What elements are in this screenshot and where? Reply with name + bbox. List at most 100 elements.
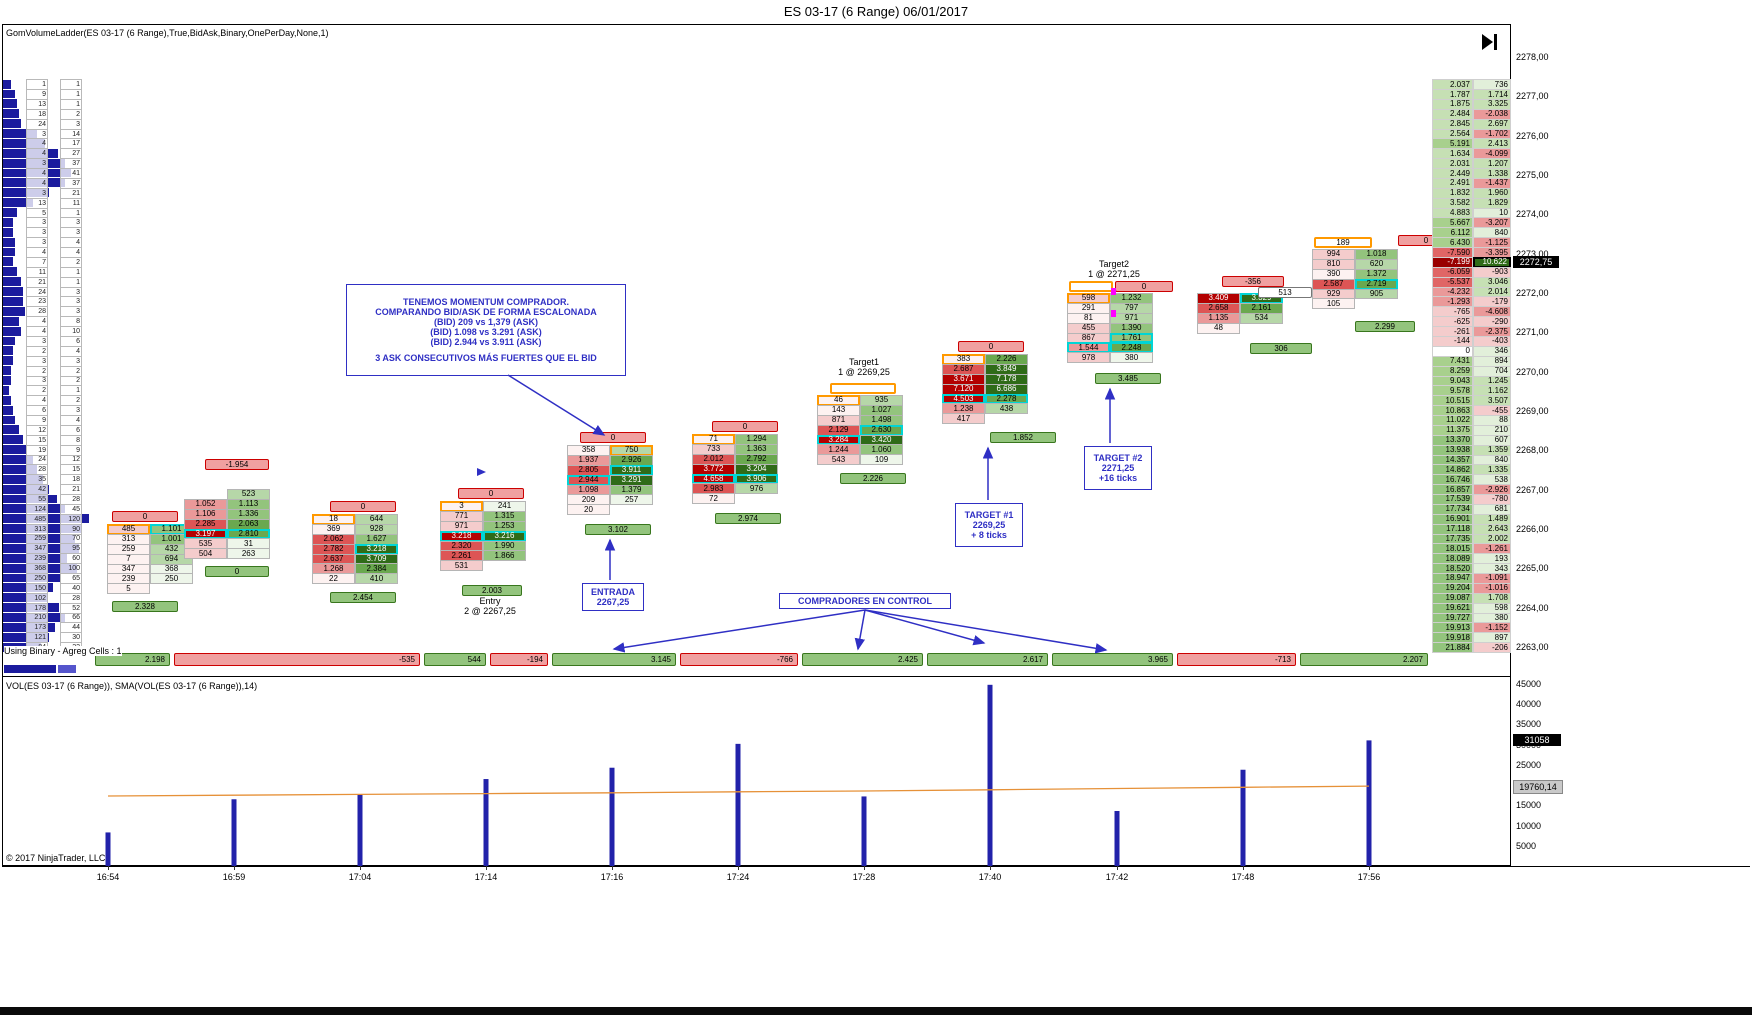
price-axis-label: 2270,00	[1516, 366, 1549, 377]
profile-bar	[3, 405, 13, 415]
profile-bar	[3, 336, 15, 346]
profile-bar	[3, 257, 13, 267]
summary-pill: 2.328	[112, 601, 178, 612]
target2-title: TARGET #2	[1093, 453, 1143, 463]
profile-bar	[3, 593, 47, 603]
momentum-line-6: 3 ASK CONSECUTIVOS MÁS FUERTES QUE EL BI…	[375, 353, 597, 363]
time-axis-line	[2, 866, 1750, 867]
delta-pill: 2.425	[802, 653, 923, 666]
momentum-line-1: TENEMOS MOMENTUM COMPRADOR.	[403, 297, 569, 307]
summary-pill: 0	[330, 501, 396, 512]
target1-label: Target1 1 @ 2269,25	[824, 357, 904, 377]
footprint-ask-cell: 438	[985, 403, 1028, 415]
footprint-bid-cell: 531	[440, 560, 483, 572]
momentum-line-5: (BID) 2.944 vs 3.911 (ASK)	[430, 337, 542, 347]
profile-bar	[3, 109, 19, 119]
target2-box: TARGET #2 2271,25 +16 ticks	[1084, 446, 1152, 490]
profile-bar	[3, 119, 21, 129]
summary-pill: 2.974	[715, 513, 781, 524]
momentum-line-2: COMPARANDO BID/ASK DE FORMA ESCALONADA	[375, 307, 597, 317]
summary-pill: 2.226	[840, 473, 906, 484]
summary-pill: 0	[712, 421, 778, 432]
profile-bar	[3, 198, 33, 208]
profile-bar	[3, 464, 37, 474]
time-axis-label: 16:59	[222, 872, 246, 882]
profile-bar	[3, 277, 21, 287]
current-price-badge: 2272,75	[1513, 256, 1559, 268]
time-axis-label: 17:16	[600, 872, 624, 882]
target1-price: 2269,25	[972, 520, 1006, 530]
profile-bar	[3, 79, 11, 89]
footprint-bid-cell: 20	[567, 504, 610, 516]
time-axis-tick	[108, 866, 109, 870]
compradores-box: COMPRADORES EN CONTROL	[779, 593, 951, 609]
delta-pill: 2.207	[1300, 653, 1428, 666]
profile-bar	[3, 356, 13, 366]
time-axis-label: 17:48	[1231, 872, 1255, 882]
delta-pill: 2.198	[95, 653, 170, 666]
footprint-bid-cell: 22	[312, 573, 355, 585]
volume-badge: 31058	[1513, 734, 1561, 747]
ladder-indicator-label: GomVolumeLadder(ES 03-17 (6 Range),True,…	[6, 28, 329, 38]
bottom-taskbar	[0, 1007, 1752, 1015]
volume-axis-label: 5000	[1516, 840, 1537, 851]
summary-pill: 2.454	[330, 592, 396, 603]
profile-bar	[3, 306, 25, 316]
momentum-line-3: (BID) 209 vs 1,379 (ASK)	[433, 317, 539, 327]
profile-bar	[3, 455, 33, 464]
entrada-price: 2267,25	[596, 597, 630, 607]
summary-pill: 0	[1115, 281, 1173, 292]
profile-bar	[3, 366, 11, 375]
footprint-ask-cell: 976	[735, 483, 778, 495]
time-axis-tick	[234, 866, 235, 870]
profile-bar	[3, 247, 15, 257]
summary-pill: 3.102	[585, 524, 651, 535]
entry-label-line1: Entry	[479, 596, 501, 606]
entrada-box: ENTRADA 2267,25	[582, 583, 644, 611]
summary-pill: 0	[580, 432, 646, 443]
time-axis-label: 17:56	[1357, 872, 1381, 882]
price-axis-label: 2268,00	[1516, 445, 1549, 456]
time-axis-label: 17:14	[474, 872, 498, 882]
momentum-callout: TENEMOS MOMENTUM COMPRADOR. COMPARANDO B…	[346, 284, 626, 376]
go-to-end-icon[interactable]	[1482, 34, 1504, 50]
footprint-bid-cell: 417	[942, 413, 985, 425]
ladder-delta-cell: -206	[1473, 642, 1511, 654]
footprint-bid-cell: 5	[107, 583, 150, 595]
summary-pill: -356	[1222, 276, 1284, 287]
price-axis-label: 2272,00	[1516, 287, 1549, 298]
volume-axis-label: 25000	[1516, 759, 1542, 770]
profile-bar	[3, 435, 23, 445]
binary-label: Using Binary - Agreg Cells : 1	[4, 646, 122, 656]
go-to-end-bar	[1494, 34, 1497, 50]
profile-bar	[3, 89, 15, 99]
entrada-title: ENTRADA	[591, 587, 635, 597]
profile-bar	[3, 267, 17, 277]
target1-label-line2: 1 @ 2269,25	[838, 367, 890, 377]
profile-bar	[3, 376, 11, 385]
profile-bar	[3, 346, 13, 356]
chart-title: ES 03-17 (6 Range) 06/01/2017	[783, 4, 969, 19]
summary-pill: 513	[1258, 287, 1312, 298]
footprint-bid-cell: 105	[1312, 298, 1355, 310]
summary-pill: 0	[112, 511, 178, 522]
price-axis-label: 2271,00	[1516, 327, 1549, 338]
profile-bar	[3, 99, 17, 109]
profile-bar	[3, 129, 37, 138]
price-axis-label: 2276,00	[1516, 130, 1549, 141]
time-axis-label: 17:28	[852, 872, 876, 882]
price-axis-label: 2269,00	[1516, 405, 1549, 416]
footprint-ask-cell: 410	[355, 573, 398, 585]
delta-pill: 3.965	[1052, 653, 1173, 666]
price-axis-label: 2264,00	[1516, 602, 1549, 613]
summary-pill: 2.299	[1355, 321, 1415, 332]
summary-pill: 0	[205, 566, 269, 577]
price-axis-label: 2278,00	[1516, 52, 1549, 62]
summary-pill: 2.003	[462, 585, 522, 596]
time-axis-label: 16:54	[96, 872, 120, 882]
volume-axis-label: 45000	[1516, 679, 1542, 689]
summary-pill: 189	[1314, 237, 1372, 248]
delta-pill: -713	[1177, 653, 1296, 666]
summary-pill: 0	[958, 341, 1024, 352]
